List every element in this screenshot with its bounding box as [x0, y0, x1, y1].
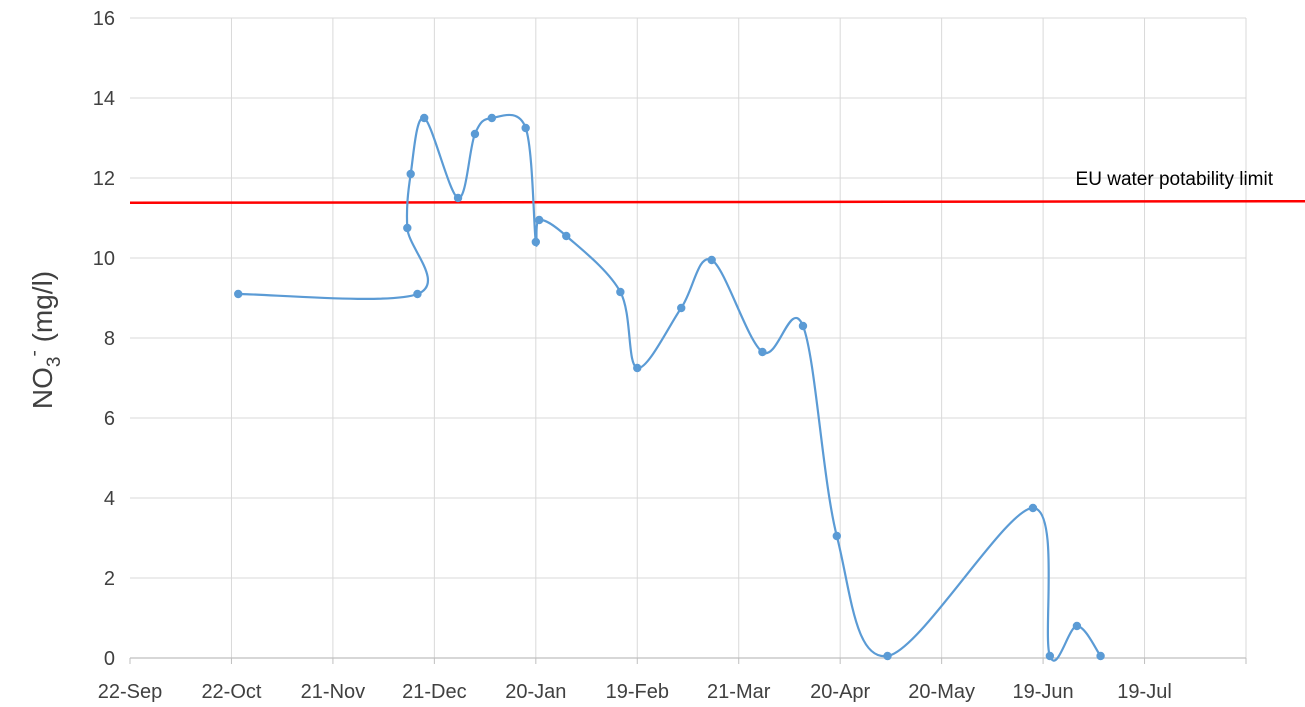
- data-point: [470, 129, 480, 139]
- x-axis-ticks: 22-Sep 22-Oct 21-Nov 21-Dec 20-Jan 19-Feb 21-M…: [98, 658, 1247, 703]
- x-tick-label: 21-Mar: [707, 681, 771, 703]
- data-point: [531, 237, 541, 247]
- x-tick-label: 19-Jun: [1013, 681, 1074, 703]
- data-point: [633, 363, 642, 373]
- data-point: [616, 287, 625, 297]
- y-axis-label: NO3- (mg/l): [24, 271, 65, 409]
- y-tick-label: 8: [104, 328, 115, 350]
- data-point: [832, 531, 841, 541]
- x-tick-label: 21-Nov: [301, 681, 365, 703]
- nitrate-series-points: [234, 113, 1105, 661]
- data-point: [707, 255, 716, 265]
- data-point: [1028, 503, 1038, 513]
- x-tick-label: 22-Oct: [201, 681, 261, 703]
- data-point: [1096, 651, 1105, 661]
- data-point: [420, 113, 429, 123]
- y-tick-label: 10: [93, 248, 115, 270]
- y-tick-label: 2: [104, 568, 115, 590]
- y-axis-label-subscript: 3: [44, 357, 65, 368]
- data-point: [406, 169, 415, 179]
- data-point: [403, 223, 412, 233]
- y-tick-label: 0: [104, 648, 115, 670]
- data-point: [234, 289, 243, 299]
- x-tick-label: 19-Jul: [1117, 681, 1171, 703]
- y-axis-label-superscript: -: [24, 350, 45, 356]
- y-tick-label: 4: [104, 488, 115, 510]
- data-point: [758, 347, 767, 357]
- data-point: [1045, 651, 1055, 661]
- x-tick-label: 21-Dec: [402, 681, 466, 703]
- data-point: [453, 193, 463, 203]
- data-point: [883, 651, 892, 661]
- nitrate-series-line: [238, 113, 1102, 662]
- grid: [130, 17, 1247, 659]
- y-tick-label: 14: [93, 88, 115, 110]
- data-point: [535, 215, 544, 225]
- x-tick-label: 20-Jan: [505, 681, 566, 703]
- y-tick-label: 12: [93, 168, 115, 190]
- x-tick-label: 20-Apr: [810, 681, 870, 703]
- eu-potability-limit-label: EU water potability limit: [1076, 169, 1274, 190]
- series-group: [234, 113, 1105, 662]
- y-tick-label: 6: [104, 408, 115, 430]
- y-axis-label-unit: (mg/l): [27, 271, 58, 350]
- reference-line-group: EU water potability limit: [129, 169, 1305, 205]
- data-point: [521, 123, 530, 133]
- data-point: [677, 303, 686, 313]
- y-tick-label: 16: [93, 8, 115, 30]
- y-axis-ticks: 0 2 4 6 8 10 12 14 16: [93, 8, 115, 670]
- x-tick-label: 20-May: [908, 681, 975, 703]
- y-axis-label-main: NO: [27, 367, 58, 409]
- data-point: [798, 321, 808, 331]
- eu-potability-limit-line: [129, 199, 1305, 205]
- x-tick-label: 19-Feb: [606, 681, 669, 703]
- data-point: [487, 113, 497, 123]
- data-point: [413, 289, 422, 299]
- x-tick-label: 22-Sep: [98, 681, 163, 703]
- data-point: [1072, 621, 1082, 631]
- data-point: [562, 231, 571, 241]
